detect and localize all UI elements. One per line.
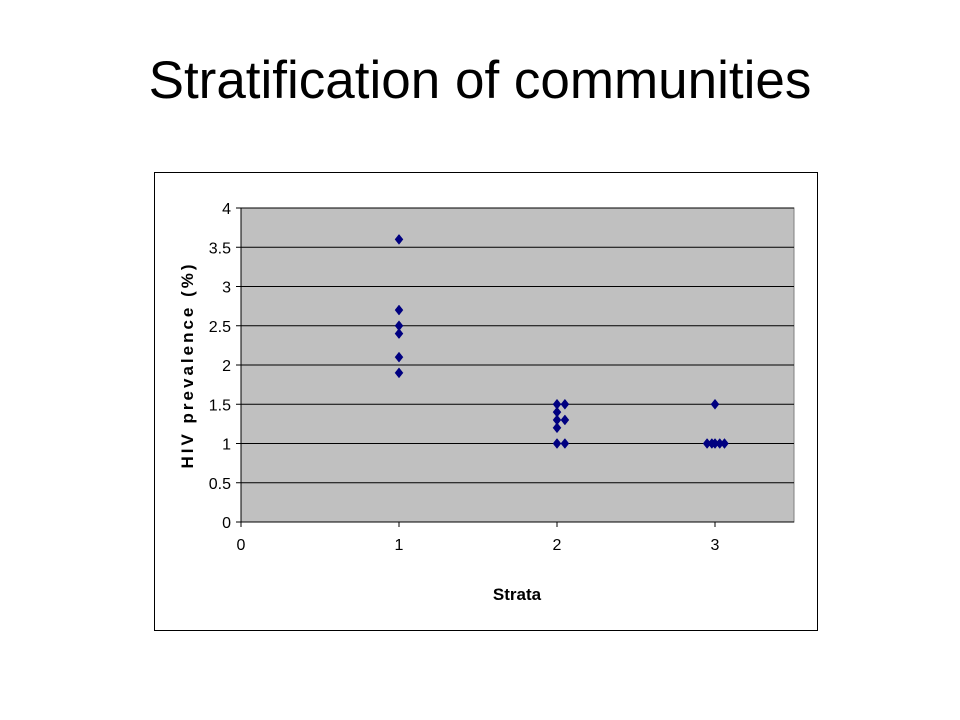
x-tick-label: 1 — [395, 537, 404, 554]
data-point — [552, 438, 562, 449]
data-point — [394, 328, 404, 340]
data-point — [560, 438, 570, 449]
y-tick-label: 2.5 — [209, 319, 231, 336]
data-point — [552, 422, 562, 434]
data-point — [394, 233, 404, 245]
x-tick-label: 0 — [237, 537, 246, 554]
y-tick-label: 0 — [222, 515, 231, 532]
x-tick-label: 2 — [553, 537, 562, 554]
y-tick-label: 0.5 — [209, 476, 231, 493]
data-point — [710, 398, 720, 410]
x-axis-ticks: 0 1 2 3 — [237, 537, 720, 554]
scatter-chart: 0 0.5 1 1.5 2 2.5 3 3.5 4 0 1 2 3 Strata HIV preval… — [178, 201, 795, 604]
y-tick-label: 3.5 — [209, 240, 231, 257]
data-point — [560, 414, 570, 426]
y-tick-label: 3 — [222, 280, 231, 297]
data-point — [560, 398, 570, 410]
y-axis-ticks: 0 0.5 1 1.5 2 2.5 3 3.5 4 — [209, 201, 231, 532]
chart-area: 0 0.5 1 1.5 2 2.5 3 3.5 4 0 1 2 3 Strata HIV preval… — [154, 172, 818, 631]
y-tick-label: 1 — [222, 437, 231, 454]
data-point — [720, 438, 729, 449]
gridlines — [241, 207, 794, 484]
y-tick-label: 4 — [222, 201, 231, 218]
y-axis-title: HIV prevalence (%) — [178, 261, 197, 468]
data-point — [394, 367, 404, 379]
data-point — [394, 304, 404, 316]
x-tick-label: 3 — [711, 537, 720, 554]
y-tick-label: 2 — [222, 358, 231, 375]
axes — [236, 207, 794, 527]
slide-title: Stratification of communities — [148, 51, 812, 110]
x-axis-title: Strata — [493, 585, 542, 604]
data-points — [394, 233, 729, 449]
y-tick-label: 1.5 — [209, 397, 231, 414]
data-point — [394, 351, 404, 363]
